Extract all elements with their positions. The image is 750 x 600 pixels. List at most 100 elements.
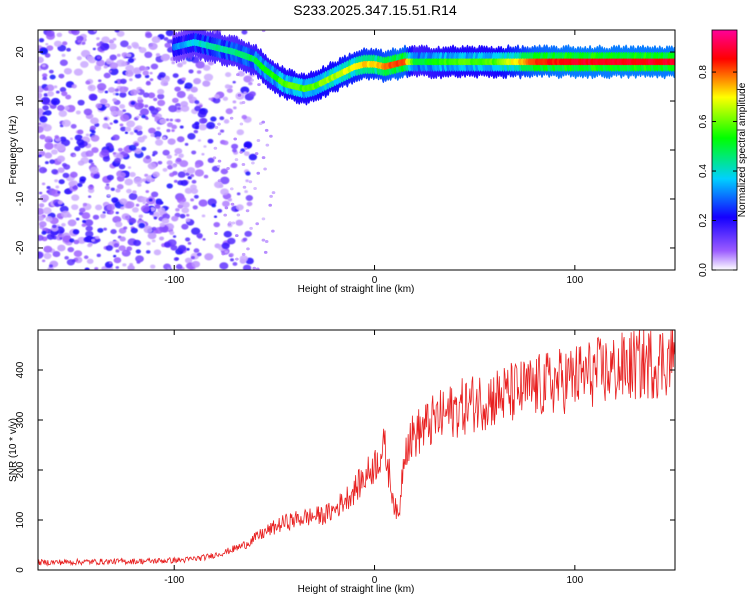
heatmap-noise-cell: [59, 87, 67, 93]
heatmap-noise-cell: [139, 65, 146, 71]
heatmap-noise-cell: [85, 80, 91, 85]
heatmap-noise-cell: [127, 57, 135, 63]
heatmap-noise-cell: [239, 255, 249, 263]
heatmap-noise-cell: [135, 203, 140, 207]
heatmap-noise-cell: [51, 149, 58, 155]
heatmap-noise-cell: [242, 264, 252, 270]
heatmap-noise-cell: [157, 99, 166, 107]
heatmap-noise-cell: [201, 152, 205, 156]
heatmap-noise-cell: [127, 166, 132, 169]
heatmap-noise-cell: [130, 227, 138, 234]
heatmap-noise-cell: [75, 217, 80, 221]
heatmap-noise-cell: [108, 261, 113, 265]
heatmap-noise-cell: [211, 203, 216, 208]
heatmap-noise-cell: [120, 206, 125, 210]
heatmap-noise-cell: [119, 198, 128, 205]
heatmap-noise-cell: [162, 149, 170, 156]
heatmap-noise-cell: [186, 247, 190, 251]
heatmap-noise-cell: [157, 88, 165, 95]
heatmap-noise-cell: [133, 176, 143, 185]
heatmap-noise-cell: [149, 71, 153, 75]
heatmap-y-tick-label: -20: [15, 240, 26, 255]
heatmap-noise-cell: [46, 185, 51, 190]
heatmap-noise-cell: [172, 97, 179, 104]
heatmap-noise-cell: [264, 128, 269, 132]
heatmap-noise-cell: [82, 202, 88, 207]
heatmap-noise-cell: [187, 133, 196, 140]
heatmap-noise-cell: [204, 253, 214, 261]
heatmap-noise-cell: [138, 223, 145, 229]
heatmap-noise-cell: [151, 36, 161, 44]
heatmap-noise-cell: [93, 173, 100, 179]
heatmap-noise-cell: [250, 78, 254, 82]
heatmap-noise-cell: [122, 250, 127, 254]
heatmap-noise-cell: [217, 208, 223, 213]
heatmap-noise-cell: [38, 215, 45, 222]
heatmap-noise-cell: [38, 165, 41, 168]
heatmap-noise-cell: [90, 162, 95, 166]
heatmap-noise-cell: [264, 240, 269, 244]
heatmap-noise-cell: [153, 216, 158, 220]
heatmap-noise-cell: [228, 221, 232, 225]
heatmap-noise-cell: [174, 147, 183, 155]
heatmap-noise-cell: [171, 61, 176, 65]
heatmap-noise-cell: [129, 131, 134, 135]
heatmap-noise-cell: [261, 120, 266, 124]
heatmap-noise-cell: [79, 207, 86, 213]
heatmap-noise-cell: [164, 242, 171, 248]
heatmap-noise-cell: [113, 254, 117, 258]
heatmap-noise-cell: [103, 72, 111, 79]
heatmap-noise-cell: [39, 194, 50, 202]
heatmap-noise-cell: [229, 187, 234, 191]
snr-y-ticks: 0 100 200 300 400: [15, 361, 675, 573]
heatmap-noise-cell: [96, 59, 105, 67]
heatmap-noise-cell: [102, 156, 110, 162]
heatmap-noise-cell: [124, 126, 132, 132]
heatmap-noise-cell: [236, 192, 241, 196]
heatmap-y-tick-label: 10: [15, 95, 26, 107]
heatmap-noise-cell: [48, 264, 53, 268]
heatmap-noise-cell: [140, 205, 151, 213]
heatmap-noise-cell: [139, 108, 150, 116]
heatmap-noise-cell: [217, 132, 222, 136]
heatmap-noise-cell: [152, 211, 161, 219]
heatmap-noise-cell: [118, 164, 126, 170]
heatmap-noise-cell: [77, 99, 85, 106]
heatmap-noise-cell: [186, 167, 196, 174]
heatmap-noise-cell: [129, 78, 133, 82]
heatmap-noise-cell: [222, 200, 230, 207]
heatmap-noise-cell: [170, 244, 178, 251]
heatmap-noise-cell: [38, 56, 44, 64]
heatmap-noise-cell: [158, 72, 166, 78]
heatmap-noise-cell: [103, 65, 108, 69]
heatmap-noise-cell: [136, 115, 140, 119]
heatmap-noise-cell: [84, 267, 90, 270]
heatmap-noise-cell: [61, 222, 66, 227]
heatmap-noise-cell: [106, 203, 116, 211]
heatmap-noise-cell: [38, 203, 45, 208]
heatmap-noise-cell: [63, 67, 73, 75]
heatmap-noise-cell: [44, 161, 49, 165]
heatmap-noise-cell: [256, 171, 261, 175]
heatmap-noise-cell: [38, 221, 47, 228]
heatmap-noise-cell: [159, 222, 166, 228]
heatmap-noise-cell: [169, 118, 174, 122]
heatmap-noise-cell: [143, 66, 149, 71]
heatmap-noise-cell: [149, 211, 154, 216]
heatmap-noise-cell: [235, 219, 244, 226]
heatmap-noise-cell: [147, 232, 157, 240]
heatmap-noise-cell: [225, 108, 233, 115]
heatmap-noise-cell: [67, 246, 75, 253]
heatmap-noise-cell: [242, 237, 248, 242]
heatmap-noise-cell: [216, 164, 221, 168]
heatmap-noise-cell: [145, 155, 151, 160]
heatmap-noise-cell: [94, 267, 99, 270]
heatmap-noise-cell: [232, 80, 236, 84]
heatmap-noise-cell: [230, 258, 234, 262]
heatmap-y-ticks: -20 -10 0 10 20: [15, 46, 675, 255]
heatmap-noise-cell: [166, 154, 172, 159]
heatmap-noise-cell: [70, 123, 77, 129]
heatmap-noise-cell: [128, 144, 137, 151]
heatmap-noise-cell: [132, 43, 140, 49]
heatmap-noise-cell: [38, 251, 44, 259]
